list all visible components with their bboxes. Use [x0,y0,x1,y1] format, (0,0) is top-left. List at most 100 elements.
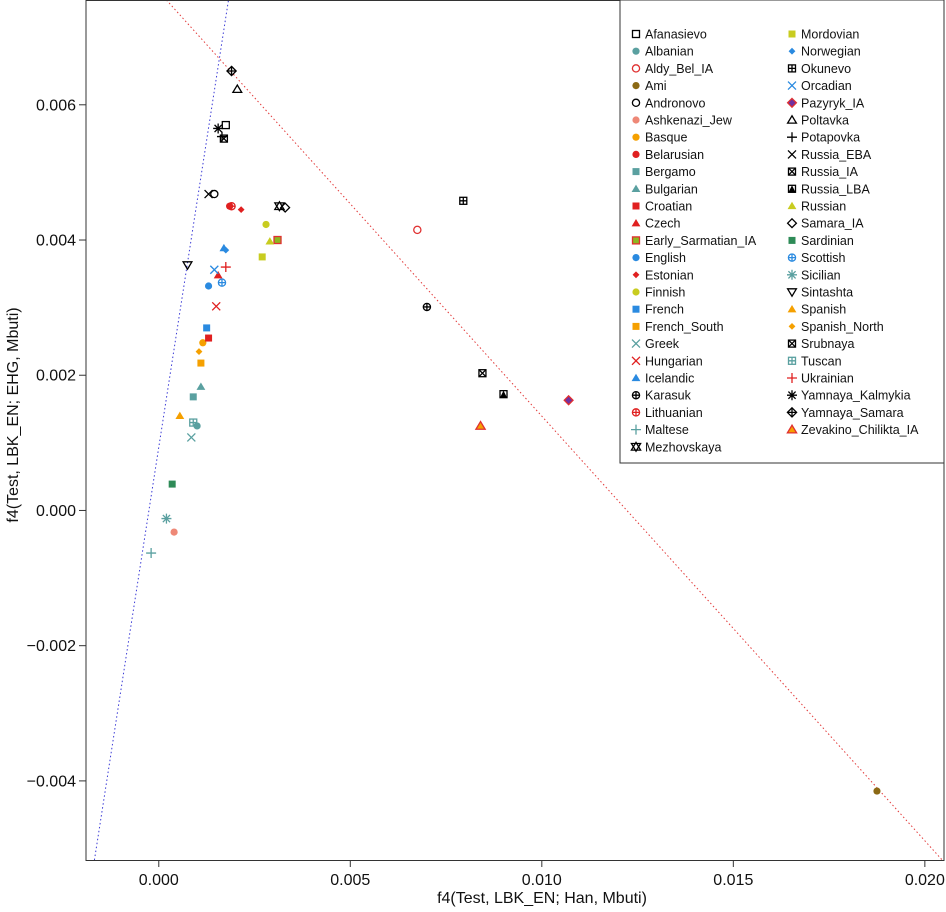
reference-line-1 [93,0,229,860]
legend-label: Russia_EBA [801,148,872,162]
legend-entry-yamnaya-samara: Yamnaya_Samara [786,406,904,420]
point-hungarian [211,301,221,311]
legend-label: Poltavka [801,114,849,128]
point-russia-ia [478,369,487,378]
legend-entry-sintashta: Sintashta [786,286,853,300]
legend-label: Spanish_North [801,320,884,334]
legend-marker [788,30,796,38]
legend-entry-russia-ia: Russia_IA [787,165,859,179]
legend-label: Okunevo [801,62,851,76]
legend-marker [631,29,641,39]
legend-marker [632,168,640,176]
legend-marker [788,323,796,330]
legend-label: Bulgarian [645,182,698,196]
legend-entry-poltavka: Poltavka [786,114,849,128]
legend-label: Zevakino_Chilikta_IA [801,423,919,437]
legend-entry-ashkenazi-jew: Ashkenazi_Jew [632,114,733,128]
legend-entry-estonian: Estonian [632,268,694,282]
legend-marker [631,373,641,382]
legend-entry-russian: Russian [787,200,846,214]
point-yamnaya-kalmykia [213,123,224,134]
legend-label: Yamnaya_Samara [801,406,904,420]
legend-entry-bulgarian: Bulgarian [631,182,698,196]
legend-label: Greek [645,337,680,351]
x-axis-ticks: 0.000 0.005 0.010 0.015 0.020 [139,860,945,889]
y-axis-title: f4(Test, LBK_EN; EHG, Mbuti) [5,307,22,522]
legend-marker [786,97,798,109]
legend-marker [632,288,640,296]
legend-entry-belarusian: Belarusian [632,148,704,162]
legend-entry-yamnaya-kalmykia: Yamnaya_Kalmykia [787,389,911,403]
legend-label: Samara_IA [801,217,864,231]
legend-entry-srubnaya: Srubnaya [787,337,855,351]
point-english [204,282,213,290]
reference-line-2 [166,0,943,860]
legend: Afanasievo Albanian Aldy_Bel_IA Ami Andronov… [619,0,945,464]
legend-marker [631,236,641,245]
legend-marker [787,373,797,383]
y-tick-label: 0.004 [36,233,76,250]
legend-entry-ami: Ami [632,79,667,93]
legend-label: Aldy_Bel_IA [645,62,714,76]
legend-label: Orcadian [801,79,852,93]
legend-marker [787,132,797,143]
legend-frame [619,0,945,464]
legend-entry-okunevo: Okunevo [787,62,851,76]
legend-entry-russia-lba: Russia_LBA [787,182,870,196]
legend-entry-andronovo: Andronovo [631,96,706,110]
x-tick-label: 0.015 [713,872,753,889]
legend-label: Russia_IA [801,165,859,179]
legend-entry-scottish: Scottish [787,251,846,265]
legend-marker [632,150,640,158]
legend-entry-bergamo: Bergamo [632,165,696,179]
legend-marker [787,253,797,262]
legend-entry-aldy-bel-ia: Aldy_Bel_IA [631,62,714,76]
legend-label: Ami [645,79,667,93]
legend-marker [631,98,641,108]
point-mordovian [258,253,266,261]
legend-marker [787,167,797,176]
point-russia-eba [204,189,214,199]
y-tick-label: −0.002 [27,638,76,655]
legend-entry-sardinian: Sardinian [788,234,854,248]
legend-entry-french: French [632,303,684,317]
legend-label: Afanasievo [645,28,707,42]
legend-entry-samara-ia: Samara_IA [786,217,864,231]
point-tuscan [189,418,198,427]
point-samara-ia [279,202,291,213]
point-czech [213,270,223,279]
legend-entry-early-sarmatian-ia: Early_Sarmatian_IA [631,234,757,248]
legend-marker [787,201,797,210]
point-bulgarian [196,382,206,390]
legend-label: Hungarian [645,354,703,368]
point-basque [199,339,207,347]
legend-marker [632,202,640,210]
legend-label: Icelandic [645,372,694,386]
legend-entry-sicilian: Sicilian [787,268,841,282]
point-russia-lba [499,390,508,399]
legend-marker [787,305,797,313]
legend-label: English [645,251,686,265]
point-early-sarmatian-ia [273,235,282,245]
point-sardinian [168,480,176,488]
x-tick-label: 0.005 [330,872,370,889]
legend-marker [632,254,640,262]
legend-entry-finnish: Finnish [632,286,685,300]
x-axis-title: f4(Test, LBK_EN; Han, Mbuti) [437,890,647,907]
legend-label: Albanian [645,45,694,59]
point-aldy-bel-ia [413,225,422,235]
x-tick-label: 0.020 [905,872,945,889]
legend-marker [631,408,641,417]
legend-marker [630,441,642,453]
data-points [146,65,881,795]
point-russian [265,237,275,245]
legend-label: French [645,303,684,317]
point-lithuanian [227,201,236,211]
legend-entry-hungarian: Hungarian [631,354,703,368]
point-french-south [197,359,205,367]
point-scottish [217,278,227,287]
point-pazyryk-ia [563,394,574,406]
legend-entry-lithuanian: Lithuanian [631,406,703,420]
point-spanish [175,411,185,419]
point-ukrainian [220,262,231,273]
